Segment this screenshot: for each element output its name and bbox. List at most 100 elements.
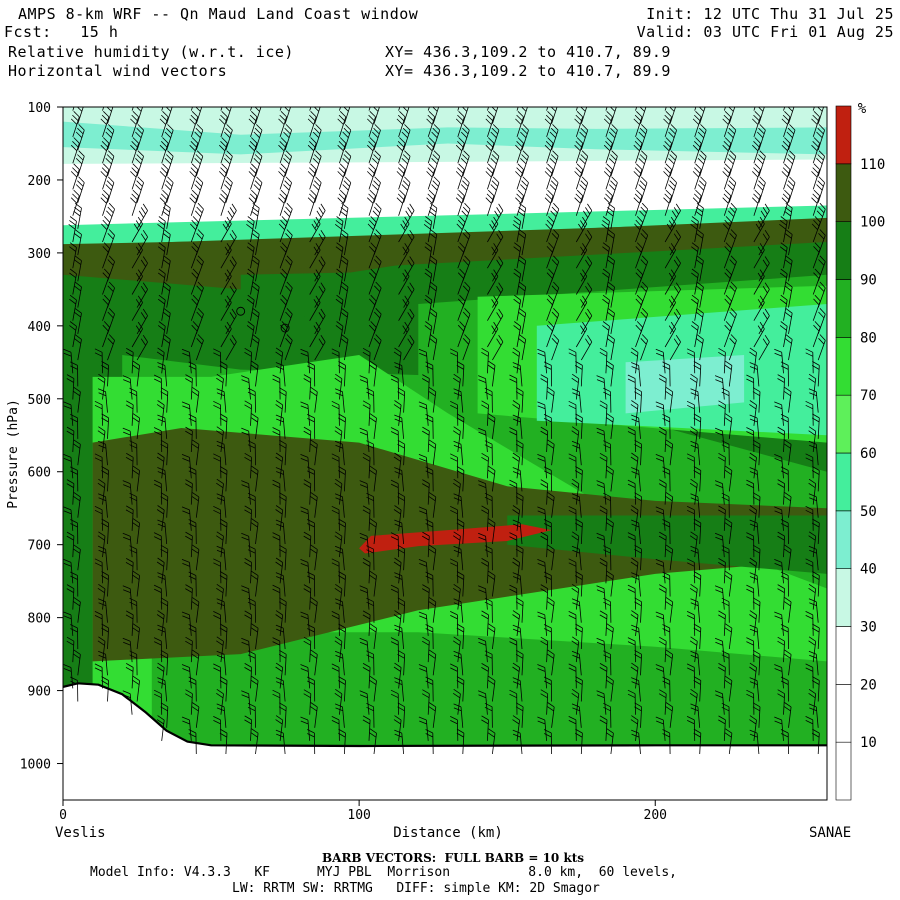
wind-barb — [70, 361, 79, 387]
wind-barb — [303, 636, 312, 663]
wind-barb — [779, 321, 788, 348]
wind-barb — [74, 334, 82, 361]
wind-barb — [669, 256, 681, 282]
wind-barb — [397, 492, 406, 518]
wind-barb — [428, 649, 437, 676]
wind-barb — [98, 440, 108, 466]
wind-barb — [334, 688, 343, 715]
wind-barb — [630, 505, 639, 531]
wind-barb — [746, 637, 755, 663]
wind-barb — [515, 387, 524, 413]
wind-barb — [752, 597, 761, 623]
wind-barb — [783, 649, 792, 676]
wind-barb — [102, 321, 110, 348]
wind-barb — [606, 202, 615, 229]
wind-barb — [786, 176, 796, 203]
wind-barb — [225, 334, 237, 361]
wind-barb — [216, 478, 224, 505]
wind-barb — [191, 649, 200, 676]
wind-barb — [580, 282, 593, 308]
wind-barb — [307, 676, 316, 702]
wind-barb — [631, 362, 641, 387]
field-name-1: Relative humidity (w.r.t. ice) — [8, 43, 294, 61]
wind-barb — [129, 387, 138, 413]
wind-barb — [394, 362, 404, 387]
wind-barb — [603, 111, 613, 138]
wind-barb — [453, 388, 464, 413]
wind-barb — [307, 466, 316, 492]
colorbar-swatch — [835, 279, 852, 338]
wind-barb — [603, 650, 612, 676]
wind-barb — [606, 360, 614, 387]
wind-barb — [69, 321, 77, 348]
wind-barb — [162, 255, 171, 282]
wind-barb — [278, 702, 287, 728]
wind-barb — [397, 439, 406, 466]
wind-barb — [817, 334, 826, 361]
wind-barb — [492, 256, 504, 282]
wind-barb — [690, 598, 701, 623]
wind-barb — [303, 689, 312, 715]
wind-barb — [164, 150, 174, 177]
wind-barb — [811, 189, 820, 216]
wind-barb — [219, 676, 228, 702]
wind-barb — [73, 386, 81, 413]
wind-barb — [334, 216, 344, 243]
wind-barb — [251, 281, 260, 308]
wind-barb — [634, 492, 642, 518]
wind-barb — [603, 189, 613, 216]
y-tick-label: 200 — [28, 174, 51, 189]
wind-barb — [599, 715, 608, 741]
wind-barb — [808, 426, 817, 453]
wind-barb — [160, 702, 169, 728]
wind-barb — [194, 176, 204, 203]
wind-barb — [724, 360, 733, 387]
wind-barb — [805, 663, 814, 689]
wind-barb — [185, 374, 193, 400]
wind-barb — [136, 256, 148, 282]
wind-barb — [808, 598, 819, 623]
wind-barb — [247, 545, 256, 571]
wind-barb — [421, 689, 430, 715]
wind-barb — [602, 321, 610, 348]
wind-barb — [723, 321, 732, 348]
wind-barb — [691, 268, 699, 295]
wind-barb — [97, 426, 106, 453]
wind-barb — [98, 545, 108, 571]
wind-barb — [331, 453, 340, 479]
wind-barb — [692, 189, 702, 216]
wind-barb — [450, 348, 459, 374]
wind-barb — [101, 676, 109, 702]
wind-barb — [216, 545, 227, 571]
wind-barb — [779, 242, 788, 269]
wind-barb — [492, 203, 504, 229]
wind-barb — [817, 107, 824, 124]
wind-barb — [669, 308, 681, 335]
wind-barb — [456, 518, 465, 545]
wind-barb — [571, 493, 582, 518]
model-physics: LW: RRTM SW: RRTMG DIFF: simple KM: 2D S… — [232, 881, 600, 896]
wind-barb — [752, 137, 761, 164]
field-name-2: Horizontal wind vectors — [8, 62, 228, 80]
wind-barb — [189, 189, 199, 216]
wind-barb — [571, 650, 582, 676]
wind-barb — [248, 111, 258, 138]
wind-barb — [658, 374, 667, 400]
wind-barb — [540, 636, 549, 663]
wind-barb — [693, 728, 702, 755]
wind-barb — [153, 637, 163, 663]
wind-barb — [574, 728, 583, 755]
init-time: Init: 12 UTC Thu 31 Jul 25 — [646, 5, 894, 23]
wind-barb — [663, 111, 672, 138]
wind-barb — [568, 453, 577, 479]
wind-barb — [185, 584, 193, 610]
wind-barb — [102, 242, 110, 269]
wind-barb — [216, 688, 224, 715]
wind-barb — [275, 624, 286, 650]
y-tick-label: 300 — [28, 247, 51, 262]
wind-barb — [692, 137, 702, 164]
wind-barb — [811, 361, 820, 387]
wind-barb — [372, 202, 382, 229]
wind-barb — [749, 557, 757, 584]
